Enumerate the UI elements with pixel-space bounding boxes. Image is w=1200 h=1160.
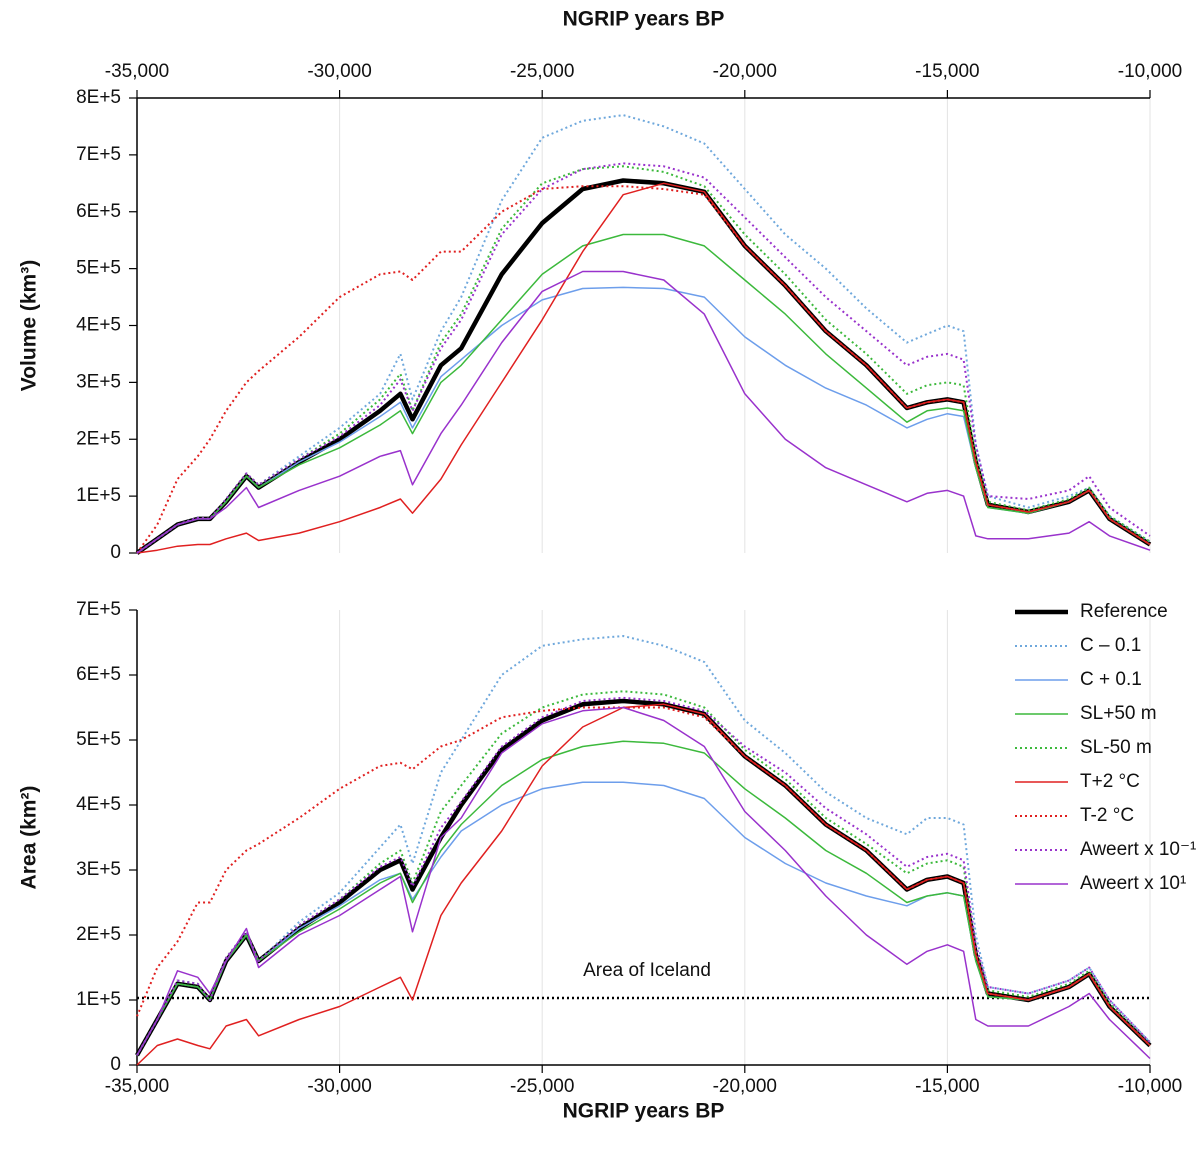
y-tick-label: 2E+5 [76, 924, 121, 945]
x-tick-label: -10,000 [1118, 1076, 1182, 1097]
y-tick-label: 5E+5 [76, 258, 121, 279]
series-line [136, 286, 1151, 554]
legend-label: SL+50 m [1080, 703, 1157, 724]
legend-label: C + 0.1 [1080, 669, 1142, 690]
series-line [136, 703, 1151, 1066]
series-line [135, 698, 1152, 1057]
series-line [136, 781, 1151, 1056]
y-tick-label: 2E+5 [76, 428, 121, 449]
series-line [136, 740, 1151, 1056]
series-line [136, 706, 1151, 1047]
reference-label: Area of Iceland [583, 960, 711, 981]
y-tick-label: 4E+5 [76, 794, 121, 815]
y-tick-label: 1E+5 [76, 989, 121, 1010]
y-tick-label: 7E+5 [76, 599, 121, 620]
x-tick-label: -15,000 [915, 61, 979, 82]
x-axis-title: NGRIP years BP [563, 8, 725, 31]
series-line [136, 706, 1151, 1060]
y-tick-label: 3E+5 [76, 859, 121, 880]
y-tick-label: 0 [110, 1054, 121, 1075]
series-line [136, 182, 1151, 554]
y-axis-title: Volume (km³) [18, 260, 41, 391]
series-line [136, 233, 1151, 554]
y-tick-label: 1E+5 [76, 485, 121, 506]
legend-label: Aweert x 10⁻¹ [1080, 839, 1196, 860]
legend-label: T-2 °C [1080, 805, 1134, 826]
x-tick-label: -30,000 [307, 61, 371, 82]
x-tick-label: -20,000 [713, 1076, 777, 1097]
y-tick-label: 8E+5 [76, 87, 121, 108]
series-line [136, 185, 1151, 554]
x-axis-title: NGRIP years BP [563, 1100, 725, 1123]
legend-label: Reference [1080, 601, 1168, 622]
y-tick-label: 6E+5 [76, 201, 121, 222]
series-line [136, 690, 1151, 1056]
x-tick-label: -35,000 [105, 1076, 169, 1097]
legend-label: T+2 °C [1080, 771, 1140, 792]
x-tick-label: -10,000 [1118, 61, 1182, 82]
y-tick-label: 3E+5 [76, 371, 121, 392]
series-line [136, 635, 1151, 1056]
series-line [136, 270, 1151, 554]
y-tick-label: 6E+5 [76, 664, 121, 685]
legend-label: C – 0.1 [1080, 635, 1141, 656]
y-axis-title: Area (km²) [18, 786, 41, 890]
x-tick-label: -25,000 [510, 61, 574, 82]
y-tick-label: 0 [110, 542, 121, 563]
series-line [136, 696, 1151, 1056]
y-tick-label: 5E+5 [76, 729, 121, 750]
x-tick-label: -15,000 [915, 1076, 979, 1097]
legend-label: SL-50 m [1080, 737, 1152, 758]
legend-label: Aweert x 10¹ [1080, 873, 1186, 894]
x-tick-label: -25,000 [510, 1076, 574, 1097]
y-tick-label: 7E+5 [76, 144, 121, 165]
x-tick-label: -20,000 [713, 61, 777, 82]
series-line [135, 178, 1152, 555]
x-tick-label: -30,000 [307, 1076, 371, 1097]
series-line [136, 162, 1151, 554]
y-tick-label: 4E+5 [76, 315, 121, 336]
x-tick-label: -35,000 [105, 61, 169, 82]
